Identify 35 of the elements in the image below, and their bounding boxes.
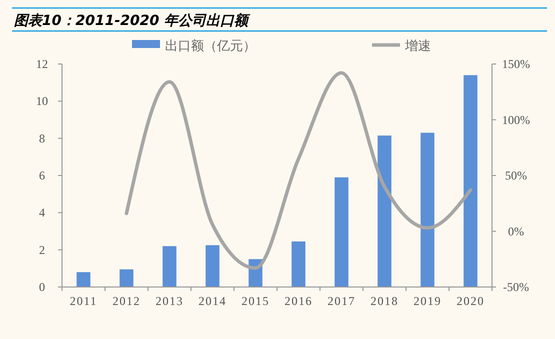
y2-tick-label: 150% <box>502 57 530 71</box>
x-tick-label: 2012 <box>112 294 140 308</box>
bar <box>378 136 392 287</box>
bar <box>464 75 478 287</box>
bar <box>162 246 176 287</box>
x-tick-label: 2019 <box>414 294 442 308</box>
y-tick-label: 0 <box>39 280 45 294</box>
x-tick-label: 2011 <box>70 294 98 308</box>
bar <box>292 241 306 287</box>
y-tick-label: 2 <box>39 242 45 257</box>
y2-tick-label: 50% <box>505 168 527 182</box>
x-tick-label: 2016 <box>284 294 312 308</box>
legend-label: 出口额（亿元） <box>165 39 256 54</box>
y-tick-label: 4 <box>39 206 45 220</box>
bar <box>206 245 220 287</box>
bar <box>420 132 434 287</box>
y-tick-label: 10 <box>36 94 48 108</box>
y-tick-label: 12 <box>36 57 48 71</box>
x-tick-label: 2018 <box>370 294 398 308</box>
bar <box>334 177 348 287</box>
y2-tick-label: 0% <box>508 224 524 238</box>
x-tick-label: 2014 <box>198 294 226 308</box>
x-tick-label: 2020 <box>456 294 484 308</box>
x-tick-label: 2015 <box>242 294 270 308</box>
legend-label: 增速 <box>404 39 431 54</box>
y-tick-label: 8 <box>39 131 45 146</box>
line-series <box>124 71 472 270</box>
x-tick-label: 2017 <box>328 294 356 308</box>
y2-tick-label: -50% <box>503 280 529 294</box>
bar <box>120 269 134 287</box>
y-tick-label: 6 <box>39 168 45 182</box>
x-tick-label: 2013 <box>156 294 184 308</box>
y2-tick-label: 100% <box>502 112 530 127</box>
bar <box>76 272 90 287</box>
chart-title: 图表10：2011-2020 年公司出口额 <box>14 12 252 29</box>
